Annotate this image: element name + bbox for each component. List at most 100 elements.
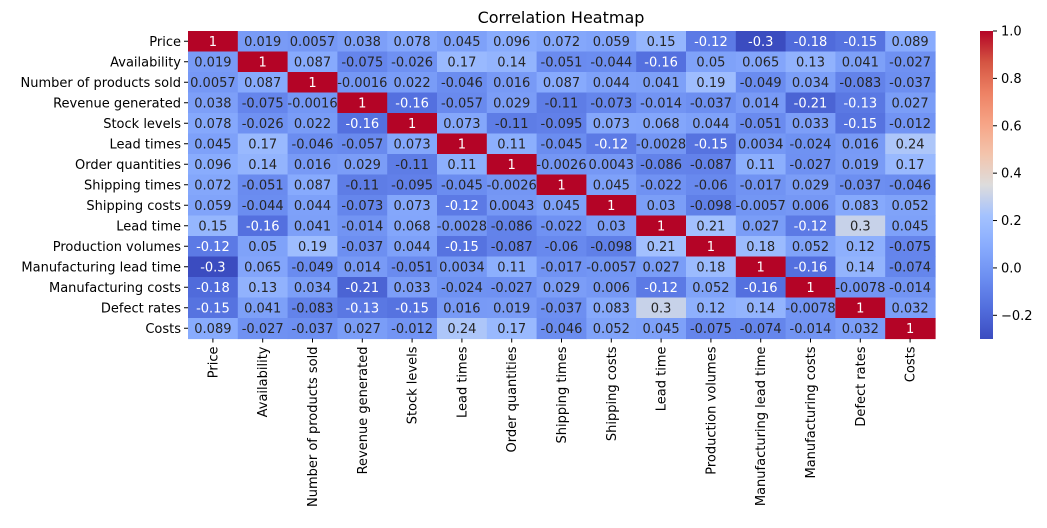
cell-value-label: -0.06 <box>545 240 579 255</box>
cell-value-label: -0.087 <box>690 158 732 173</box>
heatmap-cell <box>237 113 289 135</box>
cell-value-label: 0.038 <box>194 96 231 111</box>
heatmap-cell <box>437 195 488 217</box>
heatmap-cell <box>536 51 587 73</box>
cell-value-label: -0.026 <box>391 55 433 70</box>
colorbar-tick-label: −0.2 <box>1001 309 1033 324</box>
cell-value-label: -0.12 <box>594 137 628 152</box>
heatmap-cell <box>287 318 338 340</box>
cell-value-label: 1 <box>209 35 217 50</box>
heatmap-cell <box>287 113 338 135</box>
heatmap-cell <box>885 51 936 73</box>
cell-value-label: 0.029 <box>543 281 580 296</box>
cell-value-label: 0.006 <box>593 281 630 296</box>
heatmap-cell <box>686 72 737 94</box>
cell-value-label: 0.041 <box>842 55 879 70</box>
heatmap-cell <box>287 133 338 155</box>
heatmap-cell <box>188 215 239 237</box>
heatmap-cell <box>536 195 587 217</box>
heatmap-cell <box>486 92 538 114</box>
cell-value-label: -0.037 <box>292 322 334 337</box>
heatmap-cell <box>885 31 936 53</box>
cell-value-label: -0.057 <box>341 137 383 152</box>
cell-value-label: 1 <box>607 199 615 214</box>
heatmap-cell <box>287 195 338 217</box>
cell-value-label: 1 <box>458 137 466 152</box>
heatmap-cell <box>237 277 289 299</box>
heatmap-cell <box>237 236 289 258</box>
heatmap-cell <box>337 277 388 299</box>
cell-value-label: 0.11 <box>447 158 476 173</box>
cell-value-label: 0.14 <box>746 301 775 316</box>
heatmap-cell <box>586 277 637 299</box>
cell-value-label: 0.14 <box>248 158 277 173</box>
heatmap-cell <box>586 133 637 155</box>
cell-value-label: -0.15 <box>196 301 230 316</box>
heatmap-cell <box>486 174 538 196</box>
heatmap-cell <box>237 215 289 237</box>
heatmap-cell <box>586 31 637 53</box>
cell-value-label: 0.034 <box>294 281 331 296</box>
cell-value-label: 0.041 <box>294 219 331 234</box>
cell-value-label: -0.046 <box>541 322 583 337</box>
heatmap-cell <box>437 277 488 299</box>
heatmap-cell <box>287 51 338 73</box>
heatmap-cell <box>835 215 886 237</box>
heatmap-cell <box>437 318 488 340</box>
heatmap-cell <box>735 72 787 94</box>
cell-value-label: -0.024 <box>441 281 483 296</box>
heatmap-cell <box>437 154 488 176</box>
cell-value-label: 0.006 <box>792 199 829 214</box>
cell-value-label: 0.14 <box>846 260 875 275</box>
x-tick-label-lead-times: Lead times <box>455 346 470 418</box>
heatmap-cell <box>237 154 289 176</box>
heatmap-cell <box>785 133 836 155</box>
cell-value-label: -0.057 <box>441 96 483 111</box>
heatmap-cell <box>486 318 538 340</box>
heatmap-cell <box>486 256 538 278</box>
heatmap-cell <box>686 297 737 319</box>
heatmap-cell <box>735 256 787 278</box>
heatmap-cell <box>735 174 787 196</box>
cell-value-label: -0.0016 <box>337 76 387 91</box>
heatmap-cell <box>387 297 438 319</box>
cell-value-label: -0.12 <box>644 281 678 296</box>
cell-value-label: 0.019 <box>194 55 231 70</box>
heatmap-cell <box>237 133 289 155</box>
heatmap-cell <box>686 51 737 73</box>
cell-value-label: -0.014 <box>790 322 832 337</box>
cell-value-label: 0.11 <box>497 137 526 152</box>
heatmap-cell <box>188 174 239 196</box>
heatmap-cell <box>437 236 488 258</box>
cell-value-label: 1 <box>757 260 765 275</box>
cell-value-label: -0.21 <box>345 281 379 296</box>
heatmap-cell <box>586 236 637 258</box>
y-tick-label-availability: Availability <box>110 55 181 70</box>
heatmap-cell <box>337 154 388 176</box>
cell-value-label: 0.052 <box>891 199 928 214</box>
colorbar-tick-label: 1.0 <box>1001 25 1022 40</box>
cell-value-label: -0.073 <box>341 199 383 214</box>
y-tick-label-stock-levels: Stock levels <box>103 117 181 132</box>
cell-value-label: -0.16 <box>794 260 828 275</box>
cell-value-label: 0.044 <box>294 199 331 214</box>
cell-value-label: 0.019 <box>244 35 281 50</box>
cell-value-label: 0.3 <box>850 219 871 234</box>
cell-value-label: -0.3 <box>748 35 773 50</box>
cell-value-label: 0.059 <box>593 35 630 50</box>
heatmap-cell <box>536 236 587 258</box>
heatmap-cell <box>337 72 388 94</box>
heatmap-cell <box>686 154 737 176</box>
heatmap-cell <box>686 236 737 258</box>
y-tick-label-lead-time: Lead time <box>116 219 181 234</box>
cell-value-label: 0.096 <box>493 35 530 50</box>
heatmap-cell <box>237 174 289 196</box>
cell-value-label: 0.087 <box>294 55 331 70</box>
cell-value-label: -0.16 <box>345 117 379 132</box>
heatmap-cell <box>586 72 637 94</box>
heatmap-cell <box>735 31 787 53</box>
cell-value-label: -0.13 <box>843 96 877 111</box>
cell-value-label: 0.029 <box>792 178 829 193</box>
heatmap-cell <box>735 133 787 155</box>
cell-value-label: 0.027 <box>891 96 928 111</box>
